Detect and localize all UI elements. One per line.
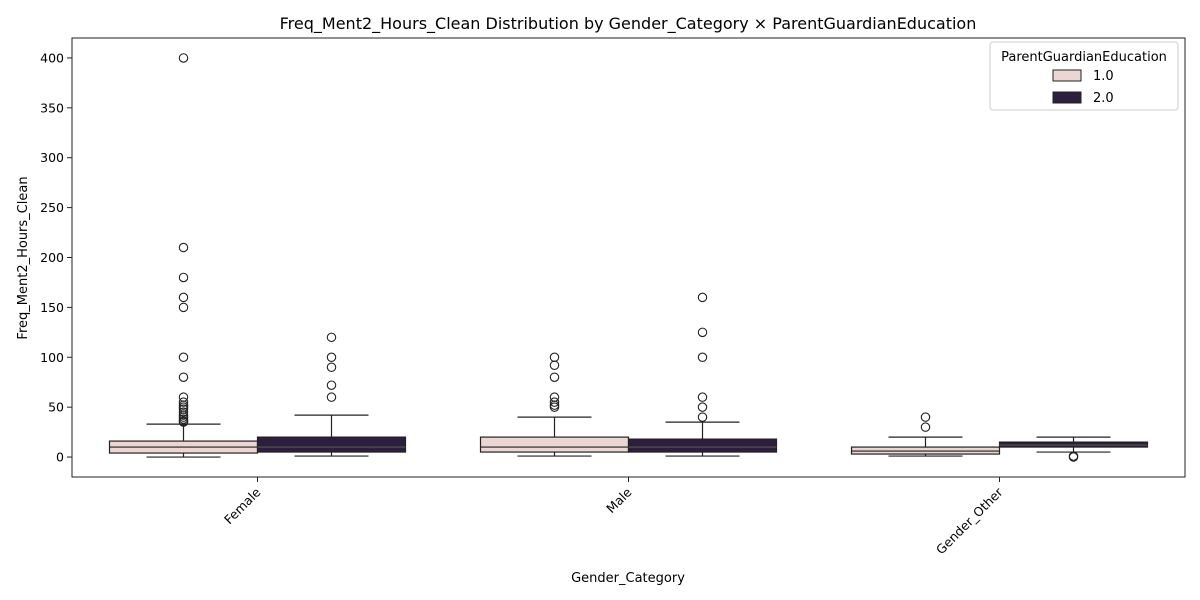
chart-title: Freq_Ment2_Hours_Clean Distribution by G… [280,14,977,34]
series-1-male-box [479,436,630,453]
series-2-male-outlier [697,402,708,412]
legend-swatch-2 [1052,91,1082,104]
y-tick-label: 300 [40,150,64,165]
series-1-male-outlier [549,397,560,407]
y-tick-label: 200 [40,250,64,265]
series-1-male-outlier [549,392,560,402]
series-2-female-outlier [326,392,337,402]
series-1-female-outlier [178,407,189,417]
series-1-gender-other-outlier [920,422,931,432]
y-tick-label: 100 [40,350,64,365]
legend-label-1: 1.0 [1093,69,1114,84]
y-tick-label: 150 [40,300,64,315]
legend-label-2: 2.0 [1093,91,1114,106]
series-2-female-outlier [326,362,337,372]
y-tick-label: 400 [40,50,64,65]
series-1-female-outlier [178,292,189,303]
series-1-female-outlier [178,402,189,412]
series-1-male-outlier [549,402,560,412]
series-1-male-outlier [549,372,560,382]
y-tick-label: 250 [40,200,64,215]
legend-title: ParentGuardianEducation [1001,50,1167,65]
series-1-gender-other-outlier [920,412,931,422]
legend: ParentGuardianEducation 1.0 2.0 [989,41,1179,111]
series-2-male-outlier [697,327,708,338]
series-1-female-outlier [178,53,189,63]
legend-swatch-1 [1052,69,1082,82]
series-2-male-outlier [697,412,708,422]
series-2-male-outlier [697,292,708,303]
series-1-female-outlier [178,242,189,253]
series-1-female-outlier [178,392,189,402]
series-1-female-outlier [178,352,189,363]
series-2-male-box [627,438,778,453]
series-1-female-outlier [178,397,189,407]
x-tick-label-male: Male [603,484,635,516]
series-2-female-outlier [326,380,337,390]
series-1-male-outlier [549,352,560,363]
y-tick-label: 0 [56,450,64,465]
y-tick-label: 350 [40,100,64,115]
series-1-male-outlier [549,360,560,371]
y-axis-label: Freq_Ment2_Hours_Clean [16,176,31,339]
series-2-female-outlier [326,352,337,363]
plot-area: 0 50 100 150 200 250 300 350 400 Female Male Gender… [40,37,1186,557]
series-1-female-outlier [178,302,189,313]
x-tick-label-female: Female [221,484,264,527]
series-2-gender-other-outlier [1068,451,1079,461]
series-2-female-box [256,436,407,453]
x-tick-label-gender-other: Gender_Other [933,484,1006,557]
y-tick-label: 50 [48,400,64,415]
x-axis-label: Gender_Category [571,571,685,586]
series-2-female-outlier [326,332,337,343]
series-1-female-outlier [178,372,189,382]
legend-frame [989,41,1179,111]
series-1-female-outlier [178,272,189,283]
series-2-male-outlier [697,392,708,402]
series-2-male-outlier [697,352,708,363]
